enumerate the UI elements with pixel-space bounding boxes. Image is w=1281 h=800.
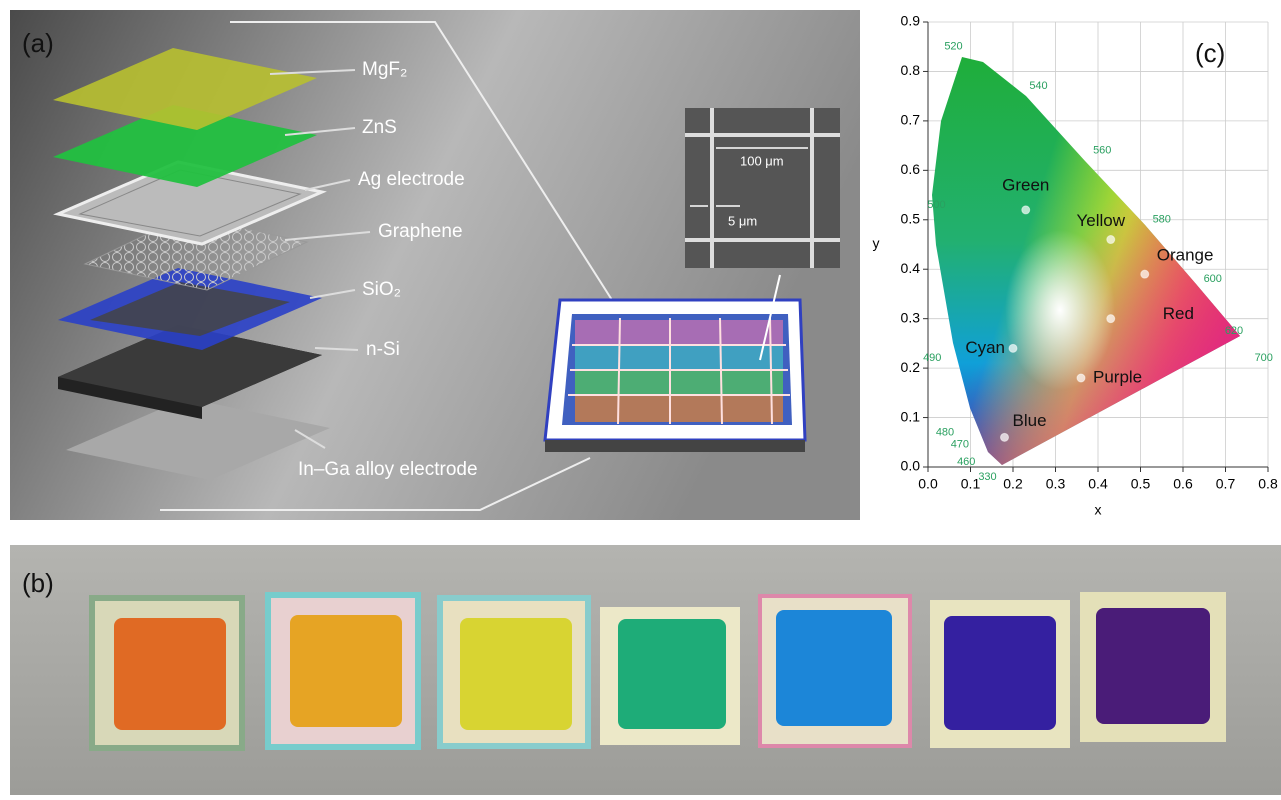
y-tick-label: 0.8: [901, 62, 921, 78]
wavelength-label: 460: [957, 456, 975, 468]
y-axis-label: y: [873, 235, 880, 251]
layer-label: Graphene: [378, 221, 463, 242]
layer-label: Ag electrode: [358, 169, 465, 190]
panel-label: (b): [22, 568, 54, 598]
wavelength-label: 540: [1029, 80, 1047, 92]
color-point: [1021, 205, 1031, 215]
color-point: [1106, 314, 1116, 324]
leader-lines: [269, 69, 371, 449]
layer-label: In–Ga alloy electrode: [298, 459, 478, 480]
panel-label: (c): [1195, 38, 1225, 68]
layer-label: MgF₂: [362, 59, 407, 80]
x-tick-label: 0.3: [1046, 476, 1066, 492]
color-point: [1106, 235, 1116, 245]
samples: [89, 592, 1226, 751]
layer-label: n-Si: [366, 339, 400, 360]
zoom-line: [160, 457, 591, 511]
color-label: Cyan: [965, 338, 1005, 357]
layer-label: SiO₂: [362, 279, 401, 300]
y-tick-label: 0.7: [901, 112, 921, 128]
wavelength-label: 480: [936, 426, 954, 438]
color-label: Yellow: [1076, 211, 1125, 230]
y-tick-label: 0.0: [901, 458, 921, 474]
x-tick-label: 0.1: [961, 476, 981, 492]
y-tick-label: 0.3: [901, 309, 921, 325]
y-tick-label: 0.1: [901, 408, 921, 424]
y-tick-label: 0.2: [901, 359, 921, 375]
color-point: [1140, 269, 1150, 279]
x-tick-label: 0.6: [1173, 476, 1193, 492]
x-tick-label: 0.7: [1216, 476, 1236, 492]
x-tick-label: 0.5: [1131, 476, 1151, 492]
mesh-inset: [685, 108, 840, 268]
color-label: Red: [1163, 304, 1194, 323]
inset-label: 100 μm: [740, 153, 784, 168]
x-tick-label: 0.8: [1258, 476, 1278, 492]
layer-stack: [53, 48, 330, 480]
wavelength-label: 330: [978, 471, 996, 483]
wavelength-label: 620: [1225, 325, 1243, 337]
zoom-line: [230, 21, 613, 301]
wavelength-label: 470: [951, 439, 969, 451]
in-ga-layer: [66, 398, 330, 480]
inset-label: 5 μm: [728, 213, 757, 228]
wavelength-label: 520: [944, 41, 962, 53]
y-tick-label: 0.4: [901, 260, 921, 276]
wavelength-label: 490: [923, 352, 941, 364]
zns-layer: [53, 105, 317, 187]
y-tick-label: 0.9: [901, 13, 921, 29]
device: [543, 274, 807, 452]
color-point: [1000, 432, 1009, 442]
x-axis-label: x: [1095, 502, 1102, 518]
color-point: [1008, 343, 1018, 353]
y-tick-label: 0.6: [901, 161, 921, 177]
wavelength-label: 500: [927, 199, 945, 211]
x-tick-label: 0.4: [1088, 476, 1108, 492]
wavelength-label: 560: [1093, 144, 1111, 156]
wavelength-label: 600: [1204, 273, 1222, 285]
x-tick-label: 0.2: [1003, 476, 1023, 492]
wavelength-label: 580: [1153, 214, 1171, 226]
color-label: Orange: [1157, 246, 1214, 265]
color-label: Green: [1002, 175, 1049, 194]
color-label: Purple: [1093, 367, 1142, 386]
layer-label: ZnS: [362, 117, 397, 138]
panel-label: (a): [22, 28, 54, 58]
x-tick-label: 0.0: [918, 476, 938, 492]
mgf2-layer: [53, 48, 317, 130]
wavelength-label: 700: [1255, 352, 1273, 364]
color-label: Blue: [1013, 411, 1047, 430]
color-point: [1076, 373, 1086, 383]
y-tick-label: 0.5: [901, 210, 921, 226]
